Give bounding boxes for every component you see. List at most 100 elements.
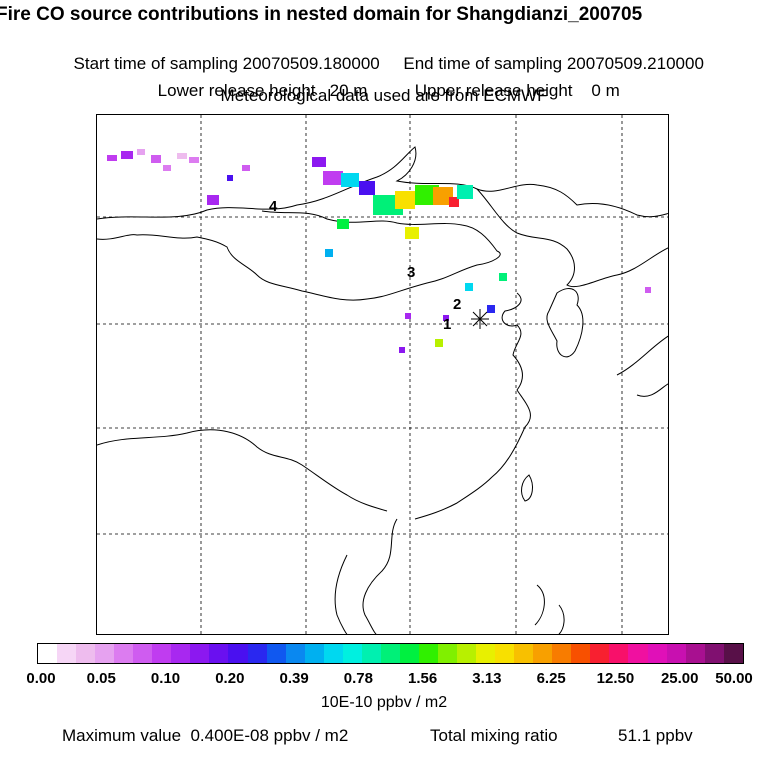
colorbar-tick-label: 6.25 (536, 670, 566, 687)
colorbar-segment (190, 644, 210, 663)
colorbar-segment (114, 644, 134, 663)
colorbar-tick-label: 12.50 (596, 670, 635, 687)
colorbar-tick-label: 0.78 (343, 670, 373, 687)
colorbar-segment (533, 644, 553, 663)
colorbar-segment (171, 644, 191, 663)
met-data-label: Meteorological data used are from ECMWF (220, 86, 548, 105)
plume-pixel (433, 187, 453, 205)
colorbar-segment (342, 644, 362, 663)
total-mixing-value: 51.1 ppbv (618, 726, 693, 745)
max-value-label: Maximum value 0.400E-08 ppbv / m2 (62, 726, 349, 745)
plume-pixel (457, 185, 473, 199)
plume-pixel (163, 165, 171, 171)
plume-pixel (405, 227, 419, 239)
country-borders (97, 146, 668, 634)
colorbar-segment (228, 644, 248, 663)
colorbar-tick-label: 0.10 (150, 670, 181, 687)
colorbar-segment (609, 644, 629, 663)
colorbar-units: 10E-10 ppbv / m2 (320, 694, 448, 711)
plume-pixel (443, 315, 449, 321)
map-title: Fire CO source contributions in nested d… (0, 4, 643, 25)
colorbar-segment (647, 644, 667, 663)
colorbar-segment (476, 644, 496, 663)
plume-pixel (465, 283, 473, 291)
colorbar-segment (495, 644, 515, 663)
upper-release-label: Upper release height 0 m (414, 81, 620, 100)
plume-pixel (189, 157, 199, 163)
china-east-coast (414, 292, 531, 520)
colorbar-tick-label: 0.20 (215, 670, 245, 687)
plume-pixel (121, 151, 133, 159)
colorbar-tick-label: 0.05 (86, 670, 116, 687)
site-label-1: 1 (443, 316, 451, 333)
receptor-site (471, 309, 489, 329)
release-heights-row: Lower release height 20 m Upper release … (0, 61, 768, 101)
plume-pixel (242, 165, 250, 171)
plume-pixel (449, 197, 459, 207)
plume-pixel (359, 181, 375, 195)
colorbar-tick-labels: 0.00 0.05 0.10 0.20 0.39 0.78 1.56 3.13 6.25 12.5… (0, 670, 768, 690)
graticule (97, 115, 668, 634)
colorbar-segment (285, 644, 305, 663)
colorbar-segment (437, 644, 458, 663)
total-mixing-label: Total mixing ratio (430, 726, 558, 745)
colorbar-segment (514, 644, 534, 663)
plume-pixel (177, 153, 187, 159)
colorbar-segment (552, 644, 572, 663)
colorbar-segment (571, 644, 591, 663)
colorbar-tick-label: 3.13 (472, 670, 502, 687)
fire-co-plume (107, 149, 651, 353)
japan-coast (616, 335, 668, 397)
plume-pixel (405, 313, 411, 319)
plume-pixel (107, 155, 117, 161)
plume-pixel (645, 287, 651, 293)
russia-border (97, 146, 668, 220)
colorbar-segment (152, 644, 172, 663)
sampling-times-row: Start time of sampling 20070509.180000 E… (0, 34, 768, 74)
plume-pixel (323, 171, 343, 185)
colorbar-segment (247, 644, 267, 663)
colorbar-segment (95, 644, 115, 663)
colorbar-tick-label: 0.00 (26, 670, 56, 687)
plume-pixel (151, 155, 161, 163)
colorbar-segment (590, 644, 610, 663)
colorbar-segment (723, 644, 743, 663)
colorbar-segment (380, 644, 400, 663)
colorbar (37, 643, 744, 664)
taiwan-coast (521, 474, 533, 502)
colorbar-segment (418, 644, 438, 663)
plume-pixel (499, 273, 507, 281)
plume-pixel (137, 149, 145, 155)
colorbar-segment (209, 644, 229, 663)
lower-release-label: Lower release height 20 m (157, 81, 368, 100)
colorbar-segment (666, 644, 686, 663)
plume-pixel (337, 219, 349, 229)
colorbar-tick-label: 50.00 (715, 670, 753, 687)
site-label-2: 2 (453, 296, 461, 313)
site-label-4: 4 (269, 198, 278, 215)
plume-pixel (227, 175, 233, 181)
mongolia-border (97, 210, 501, 301)
colorbar-segment (361, 644, 381, 663)
plume-pixel (207, 195, 219, 205)
plume-pixel (487, 305, 495, 313)
china-northeast-border (476, 188, 668, 288)
colorbar-segment (38, 644, 58, 663)
colorbar-tick-label: 1.56 (408, 670, 438, 687)
colorbar-tick-label: 0.39 (279, 670, 309, 687)
colorbar-segment (323, 644, 343, 663)
korea-coast (546, 288, 584, 358)
site-label-3: 3 (407, 264, 415, 281)
colorbar-segment (76, 644, 96, 663)
start-time-label: Start time of sampling 20070509.180000 (73, 54, 380, 73)
philippines-coast (534, 584, 565, 634)
plume-pixel (341, 173, 359, 187)
plume-pixel (435, 339, 443, 347)
colorbar-segment (133, 644, 153, 663)
colorbar-segment (266, 644, 286, 663)
colorbar-segment (304, 644, 324, 663)
colorbar-segment (628, 644, 648, 663)
plume-pixel (312, 157, 326, 167)
map-panel[interactable]: 1 2 3 4 (96, 114, 669, 635)
end-time-label: End time of sampling 20070509.210000 (403, 54, 704, 73)
